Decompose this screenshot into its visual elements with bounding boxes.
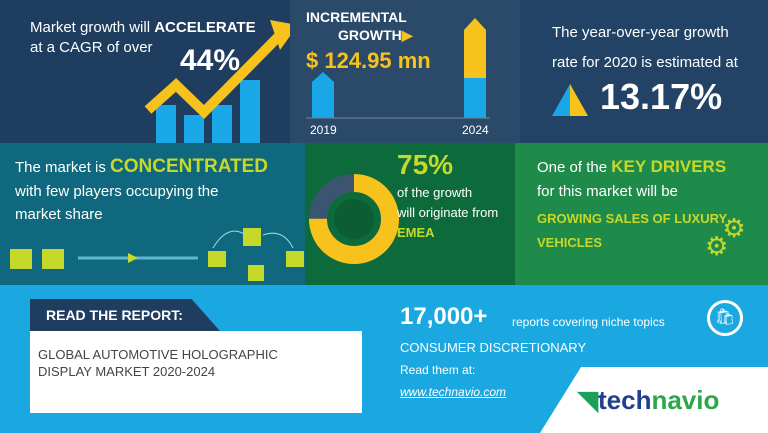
shopping-bag-icon: 🛍 <box>707 300 743 336</box>
buildings-network-icon <box>10 228 304 281</box>
region-value: 75% <box>397 149 454 180</box>
reports-count: 17,000+ <box>400 303 488 330</box>
report-title2: DISPLAY MARKET 2020-2024 <box>38 364 216 379</box>
cagr-text1: Market growth will <box>30 19 155 36</box>
bar-2019 <box>312 72 334 118</box>
technavio-link[interactable]: www.technavio.com <box>400 385 507 399</box>
cagr-text2: at a CAGR of over <box>30 39 153 56</box>
cagr-value: 44% <box>180 44 241 77</box>
read-label: Read them at: <box>400 363 476 377</box>
gears-icon: ⚙⚙ <box>705 213 746 261</box>
category: CONSUMER DISCRETIONARY <box>400 340 587 355</box>
cagr-panel: Market growth will ACCELERATE at a CAGR o… <box>0 0 290 143</box>
concentration-text3: market share <box>15 206 103 223</box>
technavio-logo: ◥technavio <box>540 367 768 433</box>
up-triangle-icon <box>552 84 588 116</box>
cagr-emph: ACCELERATE <box>154 19 256 36</box>
report-card[interactable]: GLOBAL AUTOMOTIVE HOLOGRAPHIC DISPLAY MAR… <box>30 331 362 413</box>
concentration-text: The market is CONCENTRATED with few playe… <box>15 156 269 200</box>
read-report-tab: READ THE REPORT: <box>30 299 220 331</box>
donut-chart <box>309 174 399 264</box>
growth-title: GROWTH▶ <box>338 27 413 43</box>
report-title1: GLOBAL AUTOMOTIVE HOLOGRAPHIC <box>38 347 278 362</box>
region-text: of the growth will originate from EMEA <box>397 185 499 240</box>
year-start: 2019 <box>310 123 337 137</box>
incremental-value: $ 124.95 mn <box>306 48 431 73</box>
yoy-panel: The year-over-year growth rate for 2020 i… <box>520 0 768 143</box>
yoy-value: 13.17% <box>600 76 723 117</box>
drivers-text: One of the KEY DRIVERS for this market wi… <box>537 157 727 200</box>
incremental-panel: INCREMENTAL GROWTH▶ $ 124.95 mn 2019 2024 <box>290 0 520 143</box>
yoy-text: The year-over-year growth rate for 2020 i… <box>552 24 738 71</box>
drivers-panel: One of the KEY DRIVERS for this market wi… <box>515 143 768 285</box>
incremental-title: INCREMENTAL <box>306 9 407 25</box>
growth-chart-icon <box>144 20 290 143</box>
reports-text: reports covering niche topics <box>512 315 665 329</box>
report-section: READ THE REPORT: GLOBAL AUTOMOTIVE HOLOG… <box>0 285 768 433</box>
concentration-panel: The market is CONCENTRATED with few playe… <box>0 143 305 285</box>
year-end: 2024 <box>462 123 489 137</box>
incremental-bars <box>306 18 490 119</box>
cagr-text: Market growth will ACCELERATE at a CAGR o… <box>30 18 290 58</box>
region-panel: 75% of the growth will originate from EMEA <box>305 143 515 285</box>
donut-emea-share <box>309 174 399 264</box>
driver-text: GROWING SALES OF LUXURY VEHICLES <box>537 211 728 250</box>
